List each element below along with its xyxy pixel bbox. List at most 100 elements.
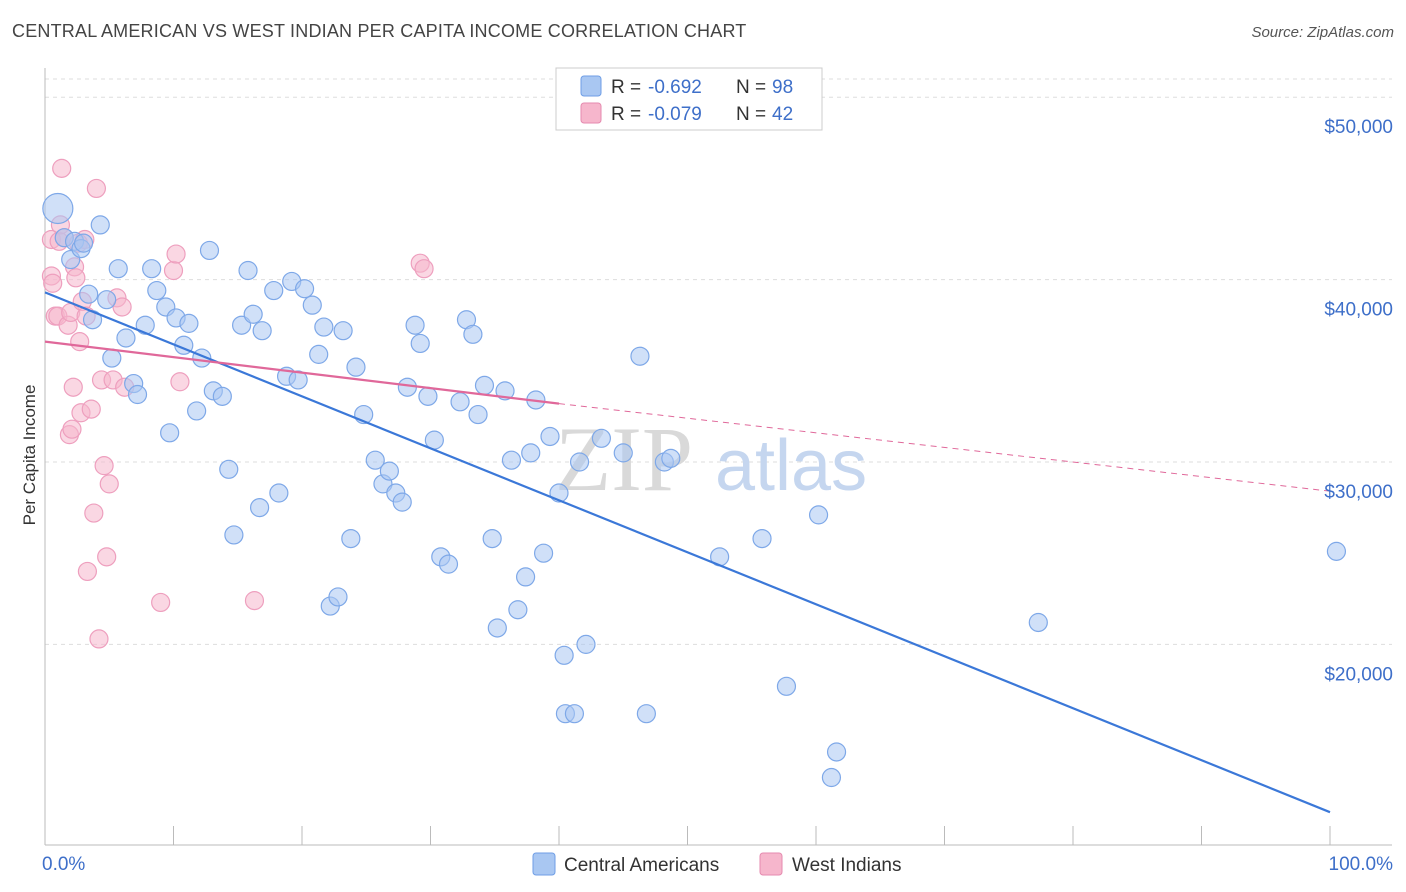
stats-n-label-pink: N = [736, 104, 766, 125]
central-american-point [821, 767, 842, 788]
central-american-point [243, 304, 263, 324]
central-american-point [102, 348, 122, 368]
legend-swatch-blue [580, 75, 602, 97]
central-american-point [199, 240, 220, 261]
west-indian-point [52, 158, 72, 178]
central-american-point [418, 386, 438, 406]
west-indian-point [94, 456, 114, 476]
source-label: Source: ZipAtlas.com [1251, 24, 1394, 41]
west-indian-point [84, 503, 104, 523]
central-american-point [501, 450, 522, 470]
stats-r-value-pink: -0.079 [648, 104, 702, 125]
central-american-point [314, 317, 334, 337]
central-american-point [463, 324, 483, 344]
west-indian-point [70, 332, 90, 352]
stats-r-label-pink: R = [611, 104, 641, 125]
central-american-point [1326, 541, 1347, 561]
central-american-point [116, 328, 136, 348]
west-indian-point [97, 547, 117, 567]
central-american-point [661, 448, 681, 468]
central-american-point [42, 192, 74, 225]
central-american-point [540, 426, 560, 447]
series-legend-swatch-blue [532, 852, 556, 876]
stats-r-value-blue: -0.692 [648, 77, 702, 98]
west-indian-point [66, 268, 86, 288]
central-american-point [346, 357, 366, 377]
central-american-point [397, 377, 417, 397]
central-american-point [135, 315, 155, 335]
central-american-point [73, 233, 94, 253]
central-american-point [147, 280, 167, 301]
central-american-point [212, 386, 232, 406]
central-american-point [224, 525, 244, 545]
stats-n-value-blue: 98 [772, 77, 793, 98]
central-american-point [495, 381, 515, 401]
legend-swatch-pink [580, 102, 602, 124]
watermark-atlas: atlas [715, 426, 867, 506]
west-indian-point [62, 419, 82, 439]
central-american-point [309, 344, 329, 364]
central-american-point [636, 704, 656, 724]
central-american-point [365, 450, 385, 470]
west-indian-point [170, 372, 190, 392]
west-indian-point [166, 244, 186, 264]
central-american-point [302, 295, 322, 315]
central-american-point [108, 259, 128, 279]
stats-n-value-pink: 42 [772, 104, 793, 125]
x-tick-label: 100.0% [1329, 854, 1394, 875]
y-tick-label: $50,000 [1324, 117, 1393, 138]
stats-legend: R = -0.692 N = 98 R = -0.079 N = 42 [555, 67, 823, 131]
central-american-point [468, 404, 488, 425]
central-american-point [826, 742, 847, 762]
central-american-point [613, 443, 633, 463]
west-indians-trend-line [44, 340, 560, 405]
central-american-point [127, 384, 148, 405]
central-american-point [533, 543, 554, 563]
y-tick-label: $40,000 [1324, 300, 1393, 321]
central-american-point [79, 284, 99, 304]
central-american-point [328, 587, 348, 607]
west-indian-point [63, 377, 83, 397]
trend-lines [44, 291, 1331, 814]
central-american-point [269, 483, 289, 503]
series-legend-swatch-pink [759, 852, 783, 876]
central-american-point [1028, 612, 1048, 633]
central-american-point [487, 618, 507, 638]
central-american-point [776, 676, 797, 696]
central-american-point [179, 313, 199, 333]
central-americans-points [42, 192, 1347, 788]
axes [44, 68, 1392, 846]
west-indian-point [89, 629, 109, 649]
series-legend: Central Americans West Indians [532, 852, 901, 876]
central-american-point [482, 528, 502, 549]
central-american-point [438, 554, 459, 574]
west-indian-point [244, 591, 265, 611]
west-indian-point [414, 259, 434, 279]
west-indian-point [77, 561, 98, 582]
tick-labels: $20,000 $30,000 $40,000 $50,000 0.0% 100.0% [42, 117, 1393, 875]
x-tick-label: 0.0% [42, 854, 85, 875]
stats-n-label-blue: N = [736, 77, 766, 98]
central-american-point [554, 645, 574, 665]
central-american-point [238, 260, 258, 281]
west-indian-point [99, 474, 119, 494]
central-americans-trend-line [44, 291, 1331, 814]
west-indian-point [86, 178, 107, 199]
central-american-point [294, 279, 315, 299]
central-american-point [405, 315, 425, 335]
watermark: ZIP atlas [555, 408, 867, 510]
series-legend-label-blue: Central Americans [564, 855, 719, 876]
central-american-point [264, 280, 284, 301]
west-indian-point [151, 592, 171, 613]
central-american-point [564, 704, 585, 724]
west-indian-point [81, 399, 101, 419]
central-american-point [569, 452, 590, 472]
central-american-point [249, 497, 270, 518]
stats-r-label-blue: R = [611, 77, 641, 98]
central-american-point [187, 401, 207, 421]
central-american-point [808, 505, 829, 525]
central-american-point [252, 321, 272, 341]
central-american-point [515, 567, 536, 587]
central-american-point [379, 461, 399, 481]
central-american-point [160, 423, 180, 443]
